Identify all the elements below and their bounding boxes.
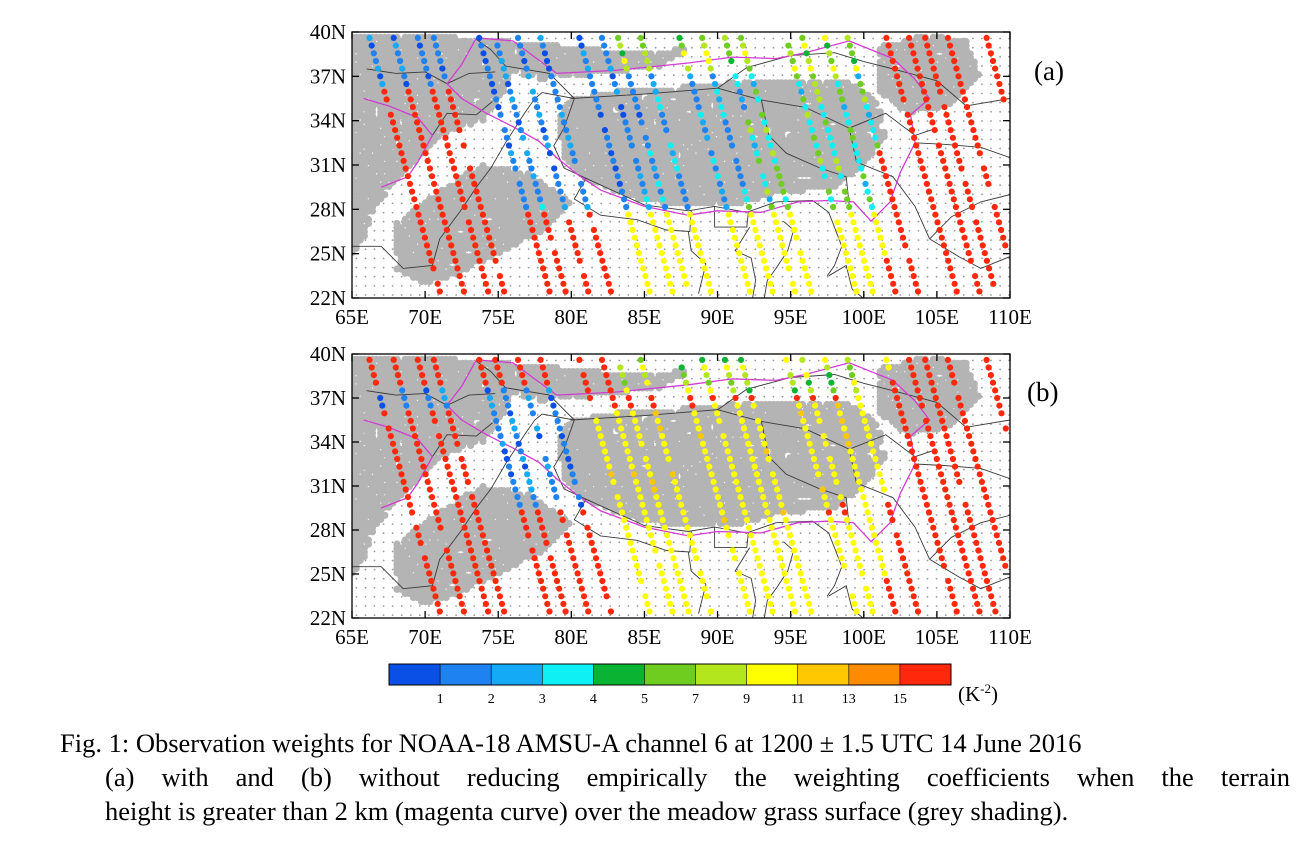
colorbar-segment (848, 664, 901, 685)
colorbar-segment (389, 664, 441, 685)
lon-tick-label: 85E (628, 625, 662, 649)
observation-dots (366, 34, 1009, 295)
colorbar-segment (899, 664, 952, 685)
lon-tick-label: 65E (335, 305, 369, 329)
lat-tick-label: 25N (310, 242, 346, 266)
lon-tick-label: 70E (408, 305, 442, 329)
figure-caption: Fig. 1: Observation weights for NOAA-18 … (60, 726, 1290, 828)
lon-tick-label: 80E (554, 625, 588, 649)
lon-tick-label: 90E (701, 305, 735, 329)
lat-tick-label: 31N (310, 474, 346, 498)
lat-tick-label: 22N (310, 606, 346, 630)
map-content (352, 33, 1010, 298)
lat-tick-label: 37N (310, 386, 346, 410)
lon-tick-label: 75E (481, 625, 515, 649)
lat-tick-label: 37N (310, 64, 346, 88)
colorbar-segment (644, 664, 697, 685)
caption-line-2: (a) with and (b) without reducing empiri… (105, 762, 1290, 792)
lon-tick-label: 90E (701, 625, 735, 649)
colorbar-tick-label: 7 (692, 692, 699, 707)
map-content (352, 355, 1010, 618)
lat-tick-label: 22N (310, 286, 346, 310)
colorbar-tick-label: 9 (743, 692, 750, 707)
lat-tick-label: 28N (310, 518, 346, 542)
lon-tick-label: 105E (915, 305, 959, 329)
colorbar: 1 2 3 4 5 7 9 11 13 15 (K-2) (388, 663, 998, 707)
colorbar-segment (491, 664, 543, 685)
terrain-2km-contour (446, 359, 931, 543)
panel-label: (b) (1027, 377, 1058, 407)
colorbar-segment (797, 664, 850, 685)
lat-tick-label: 31N (310, 153, 346, 177)
caption-line-3: height is greater than 2 km (magenta cur… (105, 796, 1069, 826)
colorbar-unit: (K-2) (958, 681, 998, 706)
lat-tick-label: 34N (310, 430, 346, 454)
lon-tick-label: 100E (842, 625, 886, 649)
lon-tick-label: 105E (915, 625, 959, 649)
colorbar-segment (695, 664, 748, 685)
country-borders (352, 360, 1010, 618)
lon-tick-label: 110E (988, 305, 1032, 329)
colorbar-tick-label: 4 (590, 692, 597, 707)
lon-tick-label: 95E (774, 625, 808, 649)
colorbar-tick-label: 11 (791, 692, 804, 707)
lon-tick-label: 110E (988, 625, 1032, 649)
lon-tick-label: 65E (335, 625, 369, 649)
lon-tick-label: 80E (554, 305, 588, 329)
lon-tick-label: 70E (408, 625, 442, 649)
lon-tick-label: 85E (628, 305, 662, 329)
colorbar-frame (388, 663, 952, 686)
colorbar-tick-label: 13 (842, 692, 856, 707)
observation-dots (366, 356, 1009, 615)
panel-label: (a) (1034, 56, 1064, 86)
caption-line-1: Fig. 1: Observation weights for NOAA-18 … (60, 728, 1082, 758)
colorbar-tick-label: 3 (539, 692, 546, 707)
terrain-2km-contour (446, 37, 931, 223)
lat-tick-label: 25N (310, 562, 346, 586)
lon-tick-label: 75E (481, 305, 515, 329)
lat-tick-label: 34N (310, 109, 346, 133)
lon-tick-label: 100E (842, 305, 886, 329)
colorbar-tick-label: 1 (437, 692, 444, 707)
colorbar-tick-label: 5 (641, 692, 648, 707)
grass-shading (352, 355, 983, 606)
colorbar-segment (593, 664, 645, 685)
colorbar-tick-label: 15 (893, 692, 907, 707)
lat-tick-label: 40N (310, 20, 346, 44)
colorbar-segment (440, 664, 492, 685)
colorbar-segment (542, 664, 594, 685)
colorbar-tick-label: 2 (488, 692, 495, 707)
lon-tick-label: 95E (774, 305, 808, 329)
colorbar-segment (746, 664, 799, 685)
lat-tick-label: 28N (310, 197, 346, 221)
lat-tick-label: 40N (310, 342, 346, 366)
